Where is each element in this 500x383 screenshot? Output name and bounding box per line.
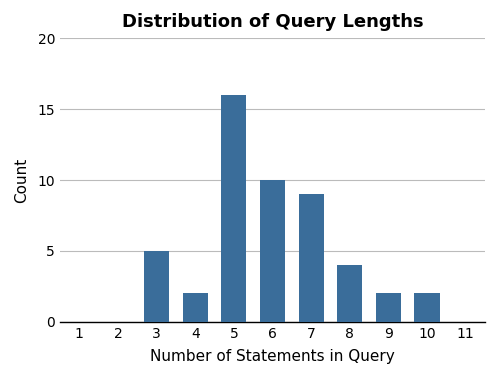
Bar [337,265,362,322]
Bar [376,293,401,322]
Bar [222,95,246,322]
Y-axis label: Count: Count [14,157,29,203]
Bar [182,293,208,322]
Bar [144,251,169,322]
Title: Distribution of Query Lengths: Distribution of Query Lengths [122,13,424,31]
Bar [260,180,285,322]
Bar [414,293,440,322]
X-axis label: Number of Statements in Query: Number of Statements in Query [150,349,395,364]
Bar [298,194,324,322]
